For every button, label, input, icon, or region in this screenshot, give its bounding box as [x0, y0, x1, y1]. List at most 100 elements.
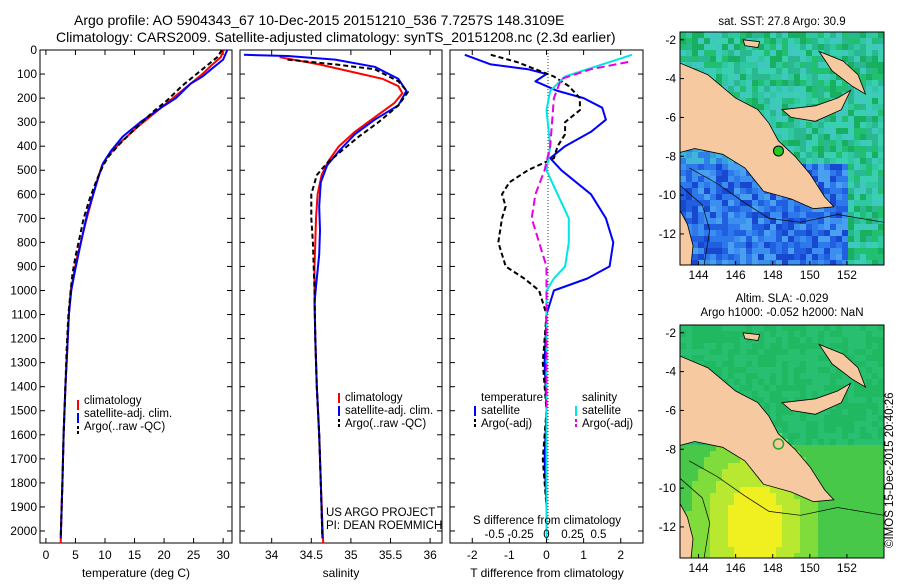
map-cell — [770, 224, 776, 230]
map-cell — [866, 50, 872, 56]
map-cell — [728, 481, 734, 487]
map-cell — [854, 337, 860, 343]
map-cell — [812, 379, 818, 385]
map-cell — [836, 469, 842, 475]
map-cell — [770, 541, 776, 547]
map-cell — [728, 535, 734, 541]
bathymetry-contour — [689, 460, 884, 516]
map-cell — [836, 553, 842, 558]
map-cell — [878, 373, 884, 379]
map-cell — [752, 523, 758, 529]
map-cell — [782, 74, 788, 80]
map-cell — [812, 56, 818, 62]
s-difference-axis-label: S difference from climatology — [473, 515, 621, 527]
map-cell — [866, 451, 872, 457]
map-cell — [794, 218, 800, 224]
map-cell — [860, 415, 866, 421]
map-cell — [788, 146, 794, 152]
map-cell — [866, 92, 872, 98]
map-cell — [866, 493, 872, 499]
map-cell — [728, 200, 734, 206]
map-cell — [770, 92, 776, 98]
map-cell — [770, 523, 776, 529]
map-cell — [680, 445, 686, 451]
map-cell — [800, 122, 806, 128]
map-cell — [878, 325, 884, 331]
map-cell — [866, 152, 872, 158]
map-cell — [680, 505, 686, 511]
map-cell — [686, 38, 692, 44]
map-cell — [800, 134, 806, 140]
map-y-tick-label: -4 — [665, 365, 676, 379]
map-cell — [806, 68, 812, 74]
map-cell — [854, 152, 860, 158]
map-cell — [758, 212, 764, 218]
map-cell — [878, 56, 884, 62]
map-cell — [818, 140, 824, 146]
map-cell — [824, 415, 830, 421]
map-cell — [698, 337, 704, 343]
map-cell — [686, 212, 692, 218]
map-cell — [830, 116, 836, 122]
map-cell — [842, 535, 848, 541]
map-cell — [860, 427, 866, 433]
map-cell — [692, 547, 698, 553]
map-cell — [770, 361, 776, 367]
map-cell — [830, 140, 836, 146]
map-cell — [722, 212, 728, 218]
map-cell — [800, 541, 806, 547]
map-cell — [728, 212, 734, 218]
map-cell — [848, 134, 854, 140]
map-cell — [788, 499, 794, 505]
map-cell — [878, 457, 884, 463]
map-cell — [842, 56, 848, 62]
map-cell — [800, 355, 806, 361]
map-cell — [764, 224, 770, 230]
map-cell — [806, 517, 812, 523]
map-cell — [848, 547, 854, 553]
map-cell — [680, 349, 686, 355]
map-cell — [848, 421, 854, 427]
map-cell — [764, 367, 770, 373]
map-y-tick-label: -8 — [665, 149, 676, 163]
map-cell — [740, 56, 746, 62]
map-cell — [878, 451, 884, 457]
y-tick-label: 400 — [17, 139, 37, 153]
map-cell — [770, 200, 776, 206]
map-cell — [872, 38, 878, 44]
map-cell — [812, 212, 818, 218]
map-cell — [872, 439, 878, 445]
map-cell — [824, 499, 830, 505]
map-cell — [812, 254, 818, 260]
map-cell — [746, 355, 752, 361]
map-cell — [860, 182, 866, 188]
map-cell — [830, 439, 836, 445]
map-cell — [878, 50, 884, 56]
map-cell — [704, 463, 710, 469]
map-cell — [680, 493, 686, 499]
map-cell — [848, 32, 854, 38]
map-cell — [830, 32, 836, 38]
map-cell — [848, 62, 854, 68]
map-cell — [770, 80, 776, 86]
map-cell — [782, 140, 788, 146]
map-cell — [848, 487, 854, 493]
map-cell — [818, 529, 824, 535]
y-tick-label: 900 — [17, 259, 37, 273]
map-cell — [722, 343, 728, 349]
map-cell — [698, 164, 704, 170]
map-cell — [770, 248, 776, 254]
map-cell — [680, 164, 686, 170]
map-cell — [848, 517, 854, 523]
map-cell — [788, 361, 794, 367]
map-cell — [836, 415, 842, 421]
map-cell — [692, 44, 698, 50]
map-cell — [854, 140, 860, 146]
map-cell — [812, 206, 818, 212]
map-cell — [866, 158, 872, 164]
map-cell — [854, 409, 860, 415]
map-cell — [716, 493, 722, 499]
map-cell — [872, 427, 878, 433]
map-cell — [800, 56, 806, 62]
map-cell — [824, 50, 830, 56]
